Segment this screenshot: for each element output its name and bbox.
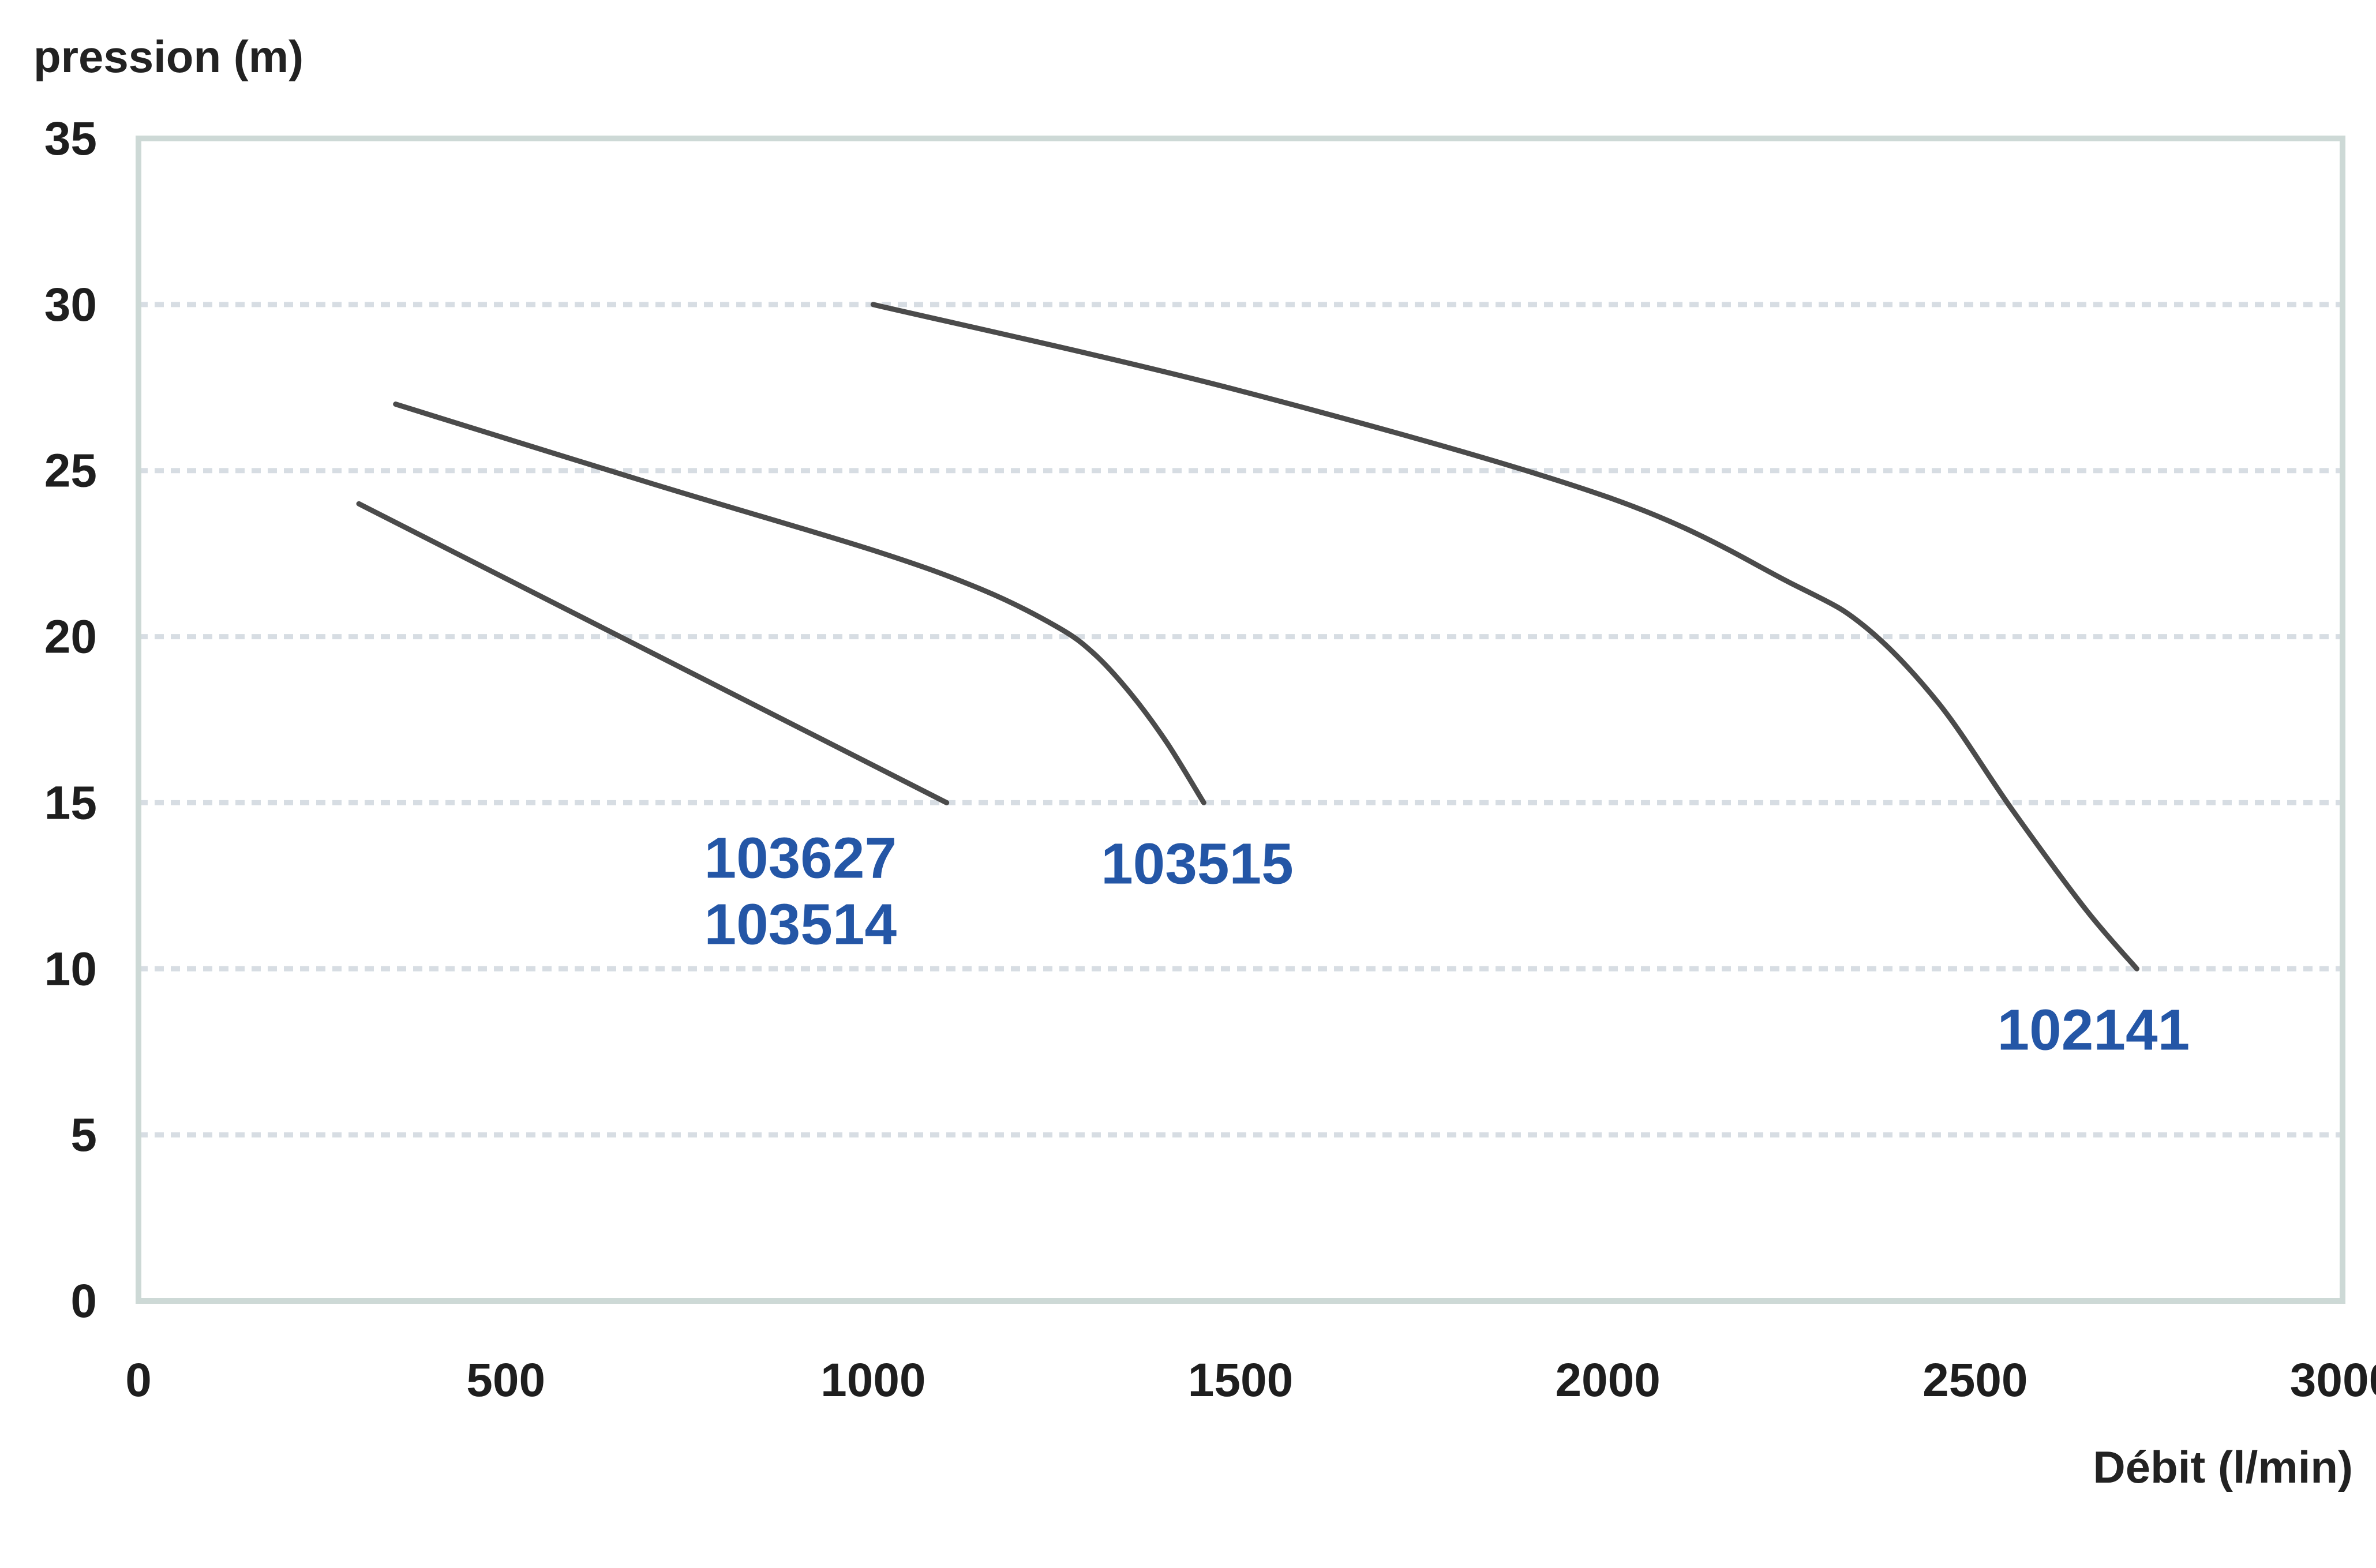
series-label: 103515 bbox=[1101, 831, 1294, 896]
x-tick-label: 1000 bbox=[820, 1354, 925, 1406]
y-axis-title: pression (m) bbox=[33, 31, 303, 82]
x-tick-label: 1500 bbox=[1188, 1354, 1293, 1406]
series-line-102141 bbox=[870, 302, 2139, 971]
y-tick-label: 35 bbox=[44, 112, 97, 165]
x-tick-label: 2500 bbox=[1922, 1354, 2028, 1406]
x-tick-label: 500 bbox=[466, 1354, 545, 1406]
y-tick-label: 0 bbox=[70, 1275, 97, 1327]
y-tick-label: 25 bbox=[44, 445, 97, 497]
series-label: 103627 bbox=[704, 826, 897, 890]
y-tick-label: 20 bbox=[44, 611, 97, 663]
series-line-103627 bbox=[356, 501, 950, 805]
plot-frame bbox=[136, 136, 2345, 1304]
y-tick-label: 30 bbox=[44, 279, 97, 331]
curve-layer bbox=[356, 302, 2139, 971]
series-line-103515 bbox=[393, 402, 1206, 805]
x-axis-title: Débit (l/min) bbox=[2093, 1442, 2353, 1492]
grid-layer bbox=[138, 302, 2343, 1138]
series-label: 102141 bbox=[1998, 997, 2190, 1062]
y-tick-label: 10 bbox=[44, 943, 97, 995]
x-tick-label: 3000 bbox=[2290, 1354, 2376, 1406]
series-label: 103514 bbox=[704, 892, 897, 956]
tick-layer: 0 5 10 15 20 25 30 35 0 500 1000 1500 2000 2500 3000 bbox=[44, 112, 2376, 1406]
y-tick-label: 15 bbox=[44, 777, 97, 829]
y-tick-label: 5 bbox=[70, 1109, 97, 1161]
x-tick-label: 0 bbox=[125, 1354, 152, 1406]
x-tick-label: 2000 bbox=[1555, 1354, 1660, 1406]
